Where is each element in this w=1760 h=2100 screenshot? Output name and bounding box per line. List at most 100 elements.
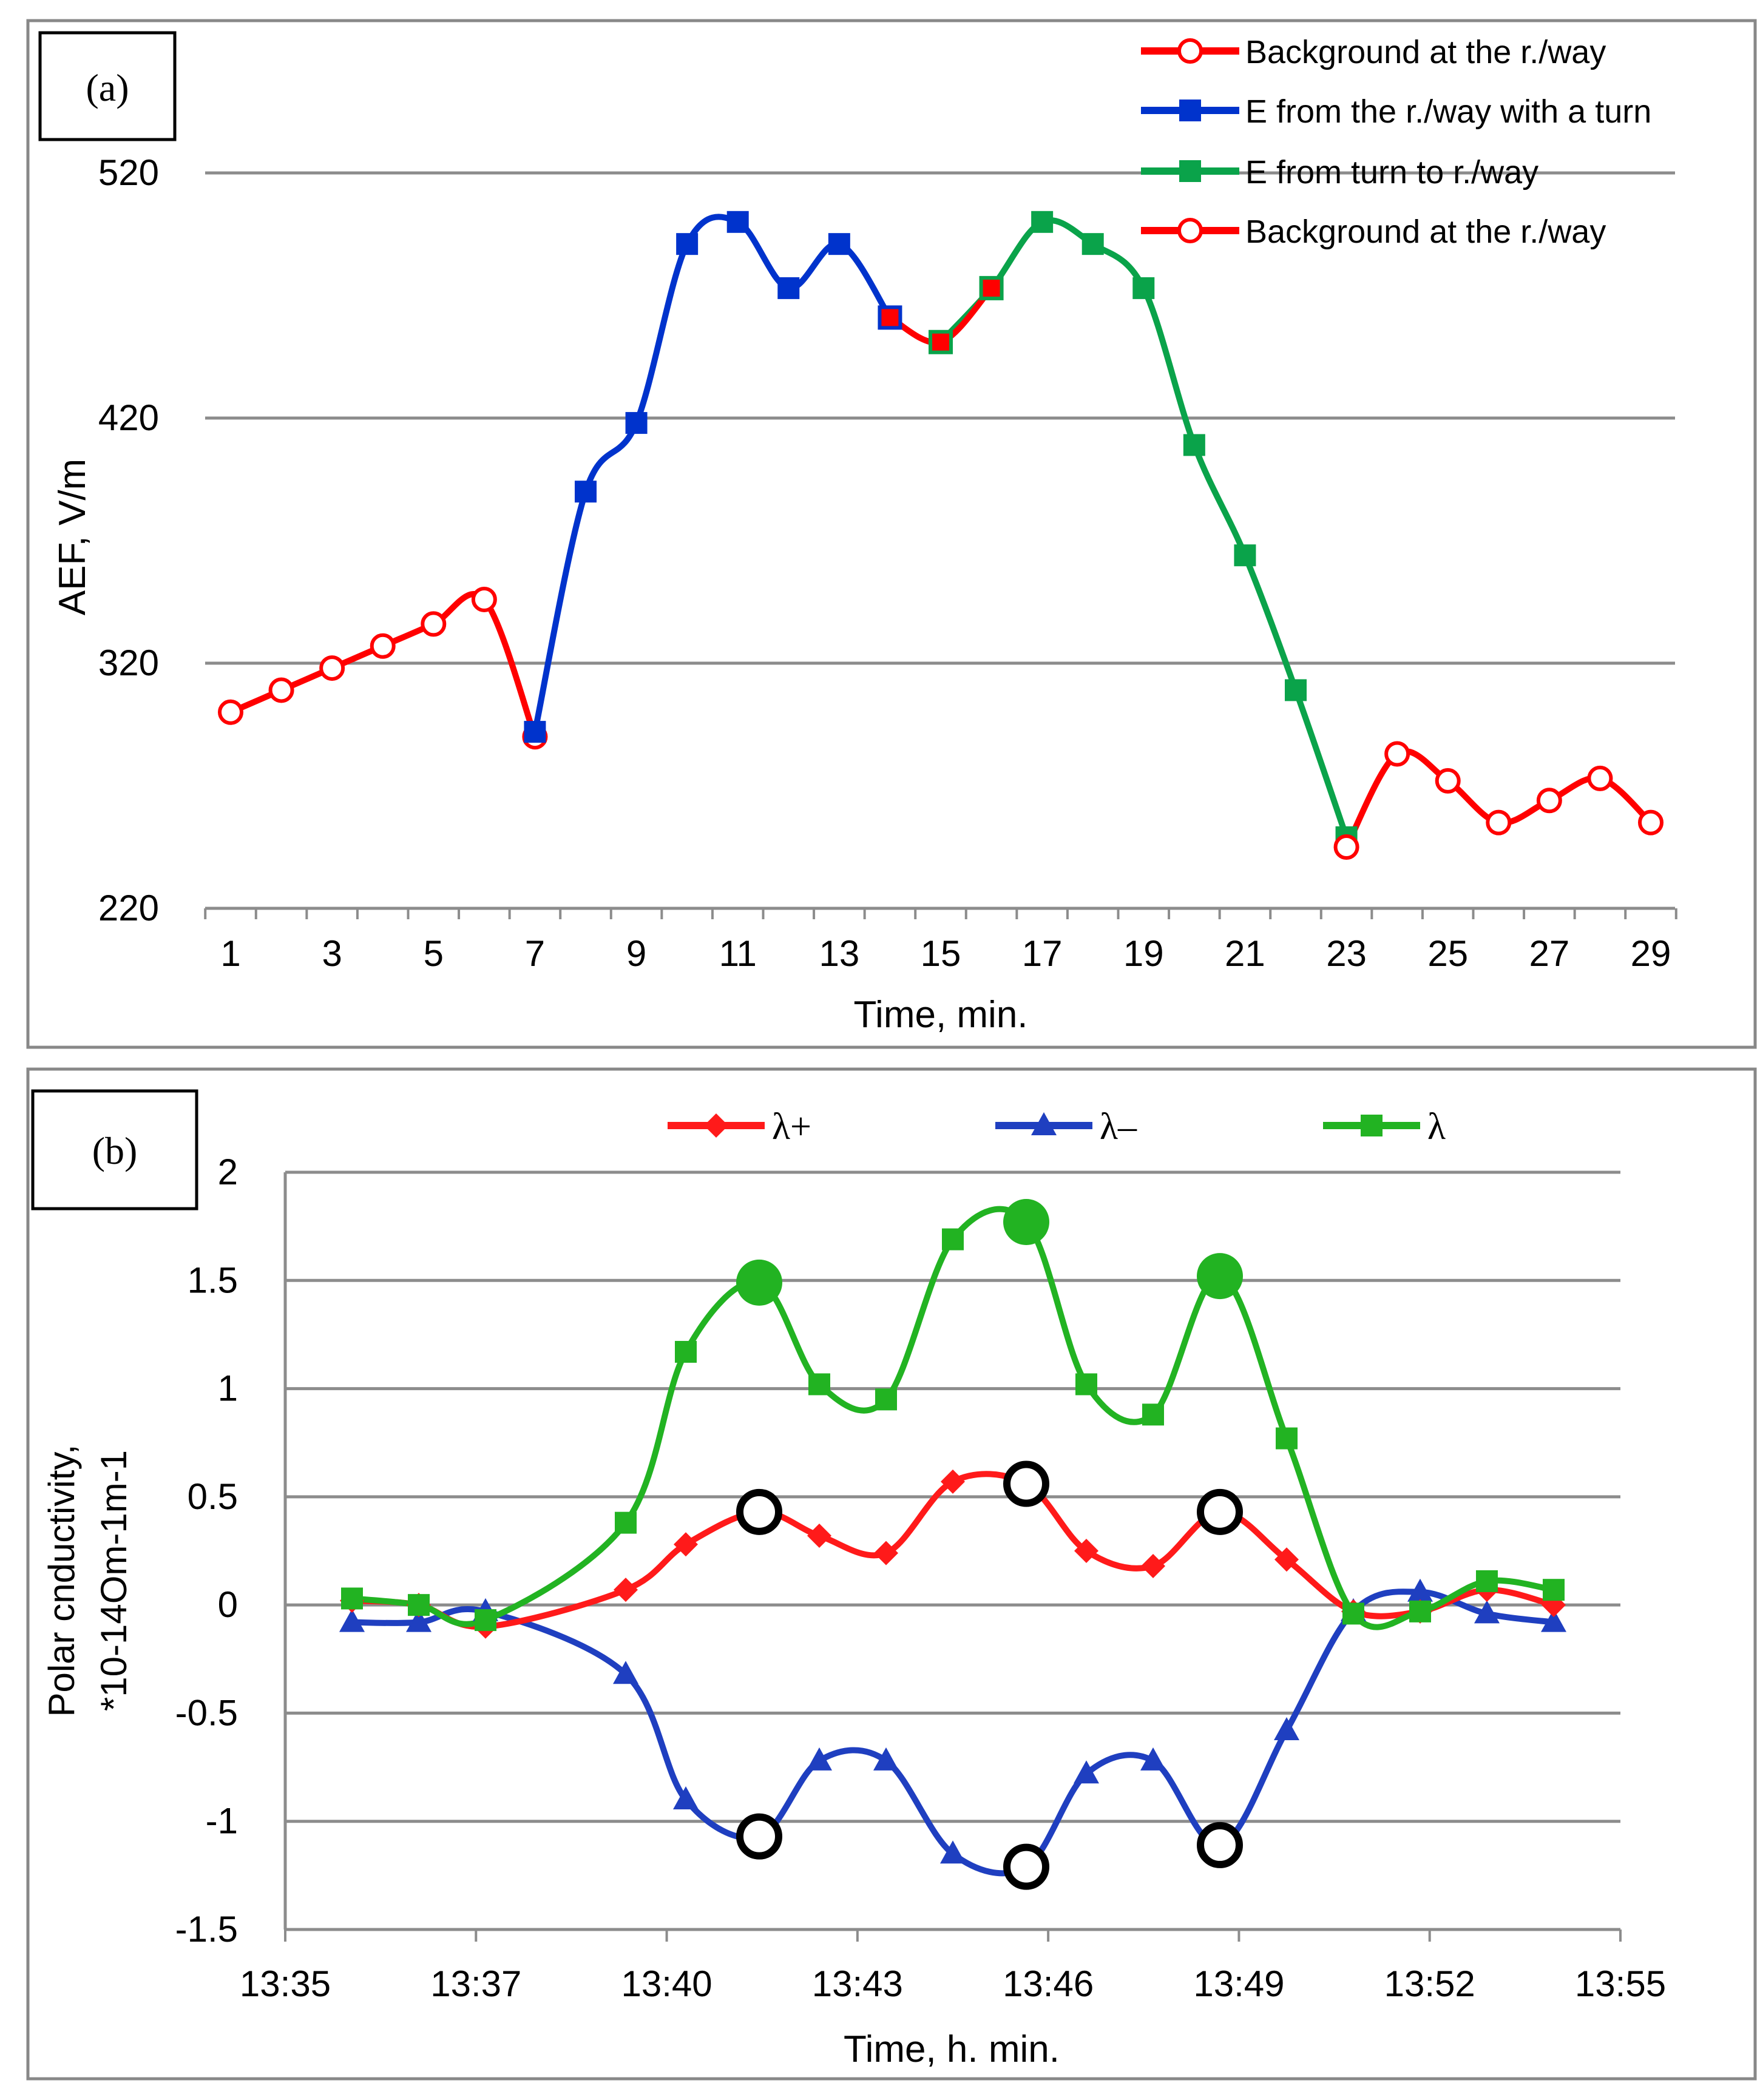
panel-b-highlights — [736, 1199, 1243, 1890]
panel-b-legend-marker — [1031, 1112, 1057, 1135]
panel-a-point — [1285, 679, 1307, 701]
panel-a-point — [726, 211, 749, 233]
panel-b-point — [408, 1594, 430, 1616]
panel-b-point — [942, 1228, 964, 1251]
panel-a-point — [1638, 809, 1664, 836]
panel-b-xlabel: Time, h. min. — [844, 2028, 1060, 2070]
panel-b-ytick-label: 1.5 — [188, 1260, 238, 1300]
panel-a-xtick-label: 15 — [921, 933, 961, 974]
panel-a-xtick-label: 13 — [819, 933, 859, 974]
panel-a-point — [1384, 741, 1410, 767]
panel-b-point — [1541, 1609, 1566, 1632]
panel-b-point — [941, 1469, 965, 1494]
panel-b-point — [1074, 1760, 1099, 1784]
panel-a-point — [575, 481, 597, 503]
panel-b-point — [940, 1840, 966, 1864]
panel-a-point — [1031, 211, 1054, 233]
panel-a-point — [370, 633, 396, 659]
panel-b-highlight-marker — [1197, 1253, 1243, 1300]
panel-a-point — [676, 233, 699, 255]
panel-a-xtick-label: 29 — [1631, 933, 1671, 974]
panel-a-point — [1183, 434, 1205, 456]
panel-a-point — [1132, 277, 1155, 299]
panel-b-highlight-marker — [736, 1813, 782, 1860]
panel-b-highlight-marker — [1197, 1821, 1243, 1868]
panel-a-legend-marker — [1179, 160, 1201, 182]
panel-b-point — [1543, 1579, 1565, 1601]
panel-a-point — [777, 277, 800, 299]
panel-b-ylabel-line2-text: *10-14Om-1m-1 — [93, 1450, 134, 1711]
panel-a-xtick-label: 25 — [1427, 933, 1468, 974]
panel-b-highlight-marker — [1003, 1843, 1049, 1890]
panel-a-xtick-label: 19 — [1123, 933, 1164, 974]
panel-b-point — [675, 1340, 697, 1363]
panel-a-point — [828, 233, 850, 255]
panel-b-point — [339, 1609, 365, 1632]
panel-b-ytick-label: 1 — [218, 1368, 238, 1409]
panel-a-series — [218, 211, 1664, 860]
panel-a-label: (a) — [86, 66, 129, 109]
panel-b-point — [807, 1747, 832, 1771]
panel-a-xtick-label: 11 — [719, 933, 757, 974]
panel-a-point — [979, 275, 1004, 300]
panel-b-xtick-label: 13:55 — [1575, 1963, 1666, 2004]
panel-a-ytick-label: 320 — [98, 643, 159, 683]
panel-b-xtick-label: 13:46 — [1003, 1963, 1094, 2004]
panel-b-xtick-label: 13:35 — [240, 1963, 331, 2004]
panel-b-point — [1274, 1547, 1299, 1572]
panel-a-point — [1333, 834, 1359, 860]
panel-b-point — [874, 1541, 898, 1565]
panel-b-ytick-label: -0.5 — [175, 1692, 238, 1733]
panel-a-xtick-label: 1 — [220, 933, 240, 974]
panel-a-point — [878, 305, 902, 330]
panel-b-highlight-marker — [736, 1259, 782, 1306]
panel-b-point — [1409, 1600, 1431, 1622]
panel-a-xtick-label: 7 — [525, 933, 545, 974]
panel-a-point — [1486, 809, 1512, 836]
panel-b-point — [1476, 1570, 1498, 1592]
panel-b-point — [673, 1786, 699, 1810]
panel-a-point — [218, 699, 243, 725]
panel-a-frame — [26, 19, 1757, 1049]
panel-a-xtick-label: 23 — [1326, 933, 1367, 974]
panel-b-label-box — [31, 1089, 198, 1210]
panel-b-highlight-marker — [1003, 1199, 1049, 1246]
panel-a-point — [421, 611, 447, 637]
panel-a-legend-marker — [1177, 218, 1203, 243]
panel-a-ytick-label: 520 — [98, 152, 159, 193]
panel-a-legend-label: E from the r./way with a turn — [1245, 93, 1651, 130]
panel-a-point — [268, 677, 294, 703]
panel-a-xlabel: Time, min. — [853, 994, 1027, 1036]
panel-a-xtick-label: 3 — [322, 933, 342, 974]
panel-a-label-box — [38, 31, 177, 141]
panel-b-point — [615, 1511, 637, 1534]
panel-a-point — [929, 329, 953, 354]
panel-a-ytick-label: 420 — [98, 397, 159, 438]
panel-a-xtick-label: 9 — [626, 933, 646, 974]
panel-b-point — [875, 1388, 897, 1411]
panel-b-point — [1075, 1373, 1097, 1396]
panel-b-point — [1141, 1553, 1165, 1578]
panel-b-point — [613, 1661, 638, 1684]
panel-a-legend-label: Background at the r./way — [1245, 214, 1606, 250]
panel-b-ytick-label: 0 — [218, 1584, 238, 1625]
panel-b-legend-label: λ — [1427, 1106, 1446, 1147]
panel-b-axes: -1.5 -1 -0.5 0 0.5 1 1.5 2 13:35 13:37 13:40 13:43 1… — [175, 1152, 1666, 2004]
panel-a-ylabel: AEF, V/m — [52, 459, 93, 615]
panel-a-legend-label: E from turn to r./way — [1245, 154, 1538, 191]
panel-a-xtick-label: 5 — [424, 933, 444, 974]
panel-a-point — [1435, 768, 1461, 794]
panel-b-legend: λ+ λ– λ — [668, 1106, 1446, 1147]
panel-b-point — [1274, 1717, 1299, 1740]
panel-b-legend-label: λ+ — [772, 1106, 811, 1147]
panel-b-series-line — [351, 1589, 1554, 1877]
panel-b-ylabel: Polar cnductivity, *10-14Om-1m-1 — [41, 1444, 134, 1717]
panel-b-highlight-marker — [1197, 1488, 1243, 1535]
panel-b-ytick-label: 2 — [218, 1152, 238, 1192]
panel-b-xtick-label: 13:49 — [1193, 1963, 1284, 2004]
panel-b-point — [1074, 1539, 1098, 1563]
panel-b-xtick-label: 13:43 — [812, 1963, 903, 2004]
panel-a-point — [1234, 544, 1256, 567]
